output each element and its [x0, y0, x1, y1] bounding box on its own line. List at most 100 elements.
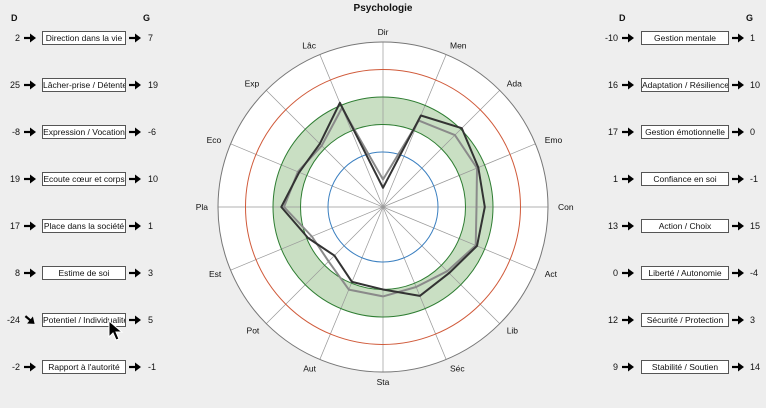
g-value: 10 [750, 80, 761, 90]
indicator-row: 2 Direction dans la vie 7 [0, 31, 766, 45]
indicator-row: 9 Stabilité / Soutien 14 [0, 360, 766, 374]
indicator-label-box[interactable]: Ecoute cœur et corps [42, 172, 126, 186]
arrow-right-icon [621, 314, 635, 326]
indicator-label-box[interactable]: Action / Choix [641, 219, 729, 233]
axis-label: Séc [450, 364, 465, 374]
indicator-row: 19 Ecoute cœur et corps 10 [0, 172, 766, 186]
d-value: 0 [612, 268, 618, 278]
indicator-label-box[interactable]: Expression / Vocation [42, 125, 126, 139]
g-value: 1 [148, 221, 154, 231]
g-value: -1 [750, 174, 759, 184]
indicator-row: 8 Estime de soi 3 [0, 266, 766, 280]
arrow-right-icon [731, 267, 745, 279]
d-value: 9 [612, 362, 618, 372]
d-value: -24 [6, 315, 20, 325]
indicator-label-box[interactable]: Place dans la société [42, 219, 126, 233]
indicator-label-box[interactable]: Rapport à l'autorité [42, 360, 126, 374]
indicator-label-box[interactable]: Gestion émotionnelle [641, 125, 729, 139]
indicator-row: 1 Confiance en soi -1 [0, 172, 766, 186]
d-value: 25 [9, 80, 20, 90]
g-value: 10 [148, 174, 159, 184]
d-value: 8 [14, 268, 20, 278]
axis-label: Aut [303, 364, 316, 374]
arrow-right-icon [128, 126, 142, 138]
indicator-row: 25 Lâcher-prise / Détente 19 [0, 78, 766, 92]
arrow-right-icon [621, 79, 635, 91]
arrow-right-icon [731, 79, 745, 91]
arrow-right-icon [128, 361, 142, 373]
arrow-right-icon [128, 173, 142, 185]
axis-label: Act [545, 269, 558, 279]
axis-label: Men [450, 40, 467, 50]
arrow-right-icon [731, 32, 745, 44]
g-value: 14 [750, 362, 761, 372]
axis-label: Sta [377, 377, 390, 387]
arrow-right-icon [621, 267, 635, 279]
left-d-header: D [11, 13, 18, 23]
indicator-label-box[interactable]: Stabilité / Soutien [641, 360, 729, 374]
d-value: 17 [607, 127, 618, 137]
indicator-label-box[interactable]: Adaptation / Résilience [641, 78, 729, 92]
arrow-right-icon [621, 220, 635, 232]
g-value: 7 [148, 33, 154, 43]
arrow-right-icon [731, 314, 745, 326]
arrow-right-icon [23, 32, 37, 44]
indicator-row: 17 Gestion émotionnelle 0 [0, 125, 766, 139]
d-value: 12 [607, 315, 618, 325]
g-value: -4 [750, 268, 759, 278]
axis-label: Emo [545, 135, 563, 145]
arrow-right-icon [23, 267, 37, 279]
indicator-label-box[interactable]: Potentiel / Individualité [42, 313, 126, 327]
g-value: 3 [148, 268, 154, 278]
indicator-row: -10 Gestion mentale 1 [0, 31, 766, 45]
g-value: 15 [750, 221, 761, 231]
arrow-right-icon [621, 173, 635, 185]
arrow-down-right-icon [23, 314, 37, 326]
indicator-label-box[interactable]: Sécurité / Protection [641, 313, 729, 327]
indicator-label-box[interactable]: Confiance en soi [641, 172, 729, 186]
ring-gridline [272, 96, 494, 318]
arrow-right-icon [731, 220, 745, 232]
indicator-row: 16 Adaptation / Résilience 10 [0, 78, 766, 92]
axis-label: Con [558, 202, 574, 212]
indicator-label-box[interactable]: Estime de soi [42, 266, 126, 280]
arrow-right-icon [128, 79, 142, 91]
g-value: 1 [750, 33, 756, 43]
left-g-header: G [143, 13, 151, 23]
d-value: 1 [612, 174, 618, 184]
arrow-right-icon [621, 32, 635, 44]
indicator-label-box[interactable]: Liberté / Autonomie [641, 266, 729, 280]
g-value: -6 [148, 127, 157, 137]
d-value: 17 [9, 221, 20, 231]
arrow-right-icon [128, 32, 142, 44]
indicator-row: -24 Potentiel / Individualité 5 [0, 313, 766, 327]
series-line-primary [280, 101, 486, 297]
g-value: -1 [148, 362, 157, 372]
mouse-cursor-icon [108, 320, 124, 341]
g-value: 0 [750, 127, 756, 137]
axis-label: Lib [507, 326, 519, 336]
indicator-row: 17 Place dans la société 1 [0, 219, 766, 233]
indicator-label-box[interactable]: Gestion mentale [641, 31, 729, 45]
d-value: 16 [607, 80, 618, 90]
indicator-row: 13 Action / Choix 15 [0, 219, 766, 233]
ring-gridline [245, 69, 521, 345]
d-value: -2 [11, 362, 20, 372]
ring-gridline [327, 151, 439, 263]
arrow-right-icon [23, 126, 37, 138]
arrow-right-icon [731, 126, 745, 138]
indicator-label-box[interactable]: Lâcher-prise / Détente [42, 78, 126, 92]
ring-gridline [217, 41, 549, 373]
chart-title: Psychologie [353, 3, 413, 14]
indicator-row: -2 Rapport à l'autorité -1 [0, 360, 766, 374]
arrow-right-icon [731, 173, 745, 185]
axis-label: Eco [207, 135, 222, 145]
indicator-label-box[interactable]: Direction dans la vie [42, 31, 126, 45]
arrow-right-icon [23, 79, 37, 91]
d-value: -10 [604, 33, 618, 43]
indicator-row: 12 Sécurité / Protection 3 [0, 313, 766, 327]
arrow-right-icon [128, 314, 142, 326]
axis-label: Dir [378, 27, 389, 37]
axis-label: Pot [247, 326, 260, 336]
axis-label: Exp [245, 78, 260, 88]
